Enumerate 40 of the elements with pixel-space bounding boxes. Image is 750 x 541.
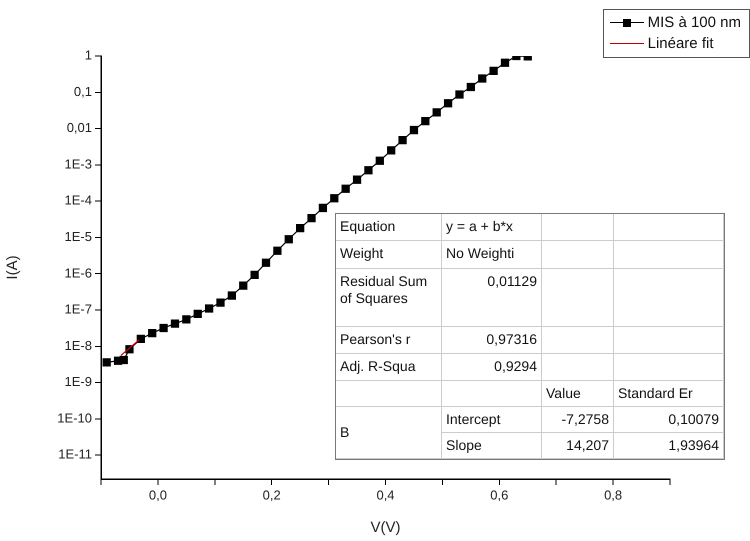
y-tick-label: 1E-4 xyxy=(64,192,92,208)
x-tick-label: 0,0 xyxy=(148,487,167,502)
annotation: Intercept xyxy=(446,411,502,428)
y-tick-label: 1 xyxy=(84,48,92,63)
y-tick-label: 1E-3 xyxy=(64,156,92,172)
annotation: 0,9294 xyxy=(493,358,537,375)
y-tick-label: 1E-10 xyxy=(57,410,92,426)
annotation: B xyxy=(340,424,350,441)
y-tick-label: 0,1 xyxy=(74,84,92,99)
y-tick-label: 1E-5 xyxy=(64,229,92,244)
annotation: 14,207 xyxy=(565,437,609,454)
annotation: Slope xyxy=(446,437,483,454)
x-tick-label: 0,2 xyxy=(262,487,281,502)
y-axis-title: I(A) xyxy=(4,255,22,280)
annotation: Weight xyxy=(340,245,384,262)
annotation: -7,2758 xyxy=(560,411,609,428)
annotation: y = a + b*x xyxy=(446,218,514,235)
annotation: Standard Er xyxy=(618,385,694,402)
y-tick-label: 1E-11 xyxy=(58,446,92,462)
x-axis-title: V(V) xyxy=(370,519,401,536)
annotation: 0,97316 xyxy=(485,331,537,348)
y-tick-label: 0,01 xyxy=(66,120,92,136)
y-tick-label: 1E-8 xyxy=(64,338,92,353)
annotation: Adj. R-Squa xyxy=(340,358,416,375)
y-tick-label: 1E-9 xyxy=(64,374,92,390)
annotation: 0,10079 xyxy=(667,411,719,428)
annotation: No Weighti xyxy=(446,245,516,262)
y-tick-label: 1E-6 xyxy=(64,265,92,280)
x-tick-label: 0,4 xyxy=(376,487,395,502)
y-tick-label: 1E-7 xyxy=(64,302,92,317)
annotation: 0,01129 xyxy=(486,273,537,290)
annotation: Value xyxy=(546,385,582,402)
annotation: Equation xyxy=(340,218,396,235)
x-tick-label: 0,8 xyxy=(604,487,622,502)
x-tick-label: 0,6 xyxy=(490,487,508,502)
annotation: 1,93964 xyxy=(667,437,719,454)
annotation: Pearson's r xyxy=(340,331,412,348)
legend-label: MIS à 100 nm xyxy=(648,13,741,33)
legend-label: Linéare fit xyxy=(648,34,714,54)
annotation: Residual Sum of Squares xyxy=(340,273,428,307)
